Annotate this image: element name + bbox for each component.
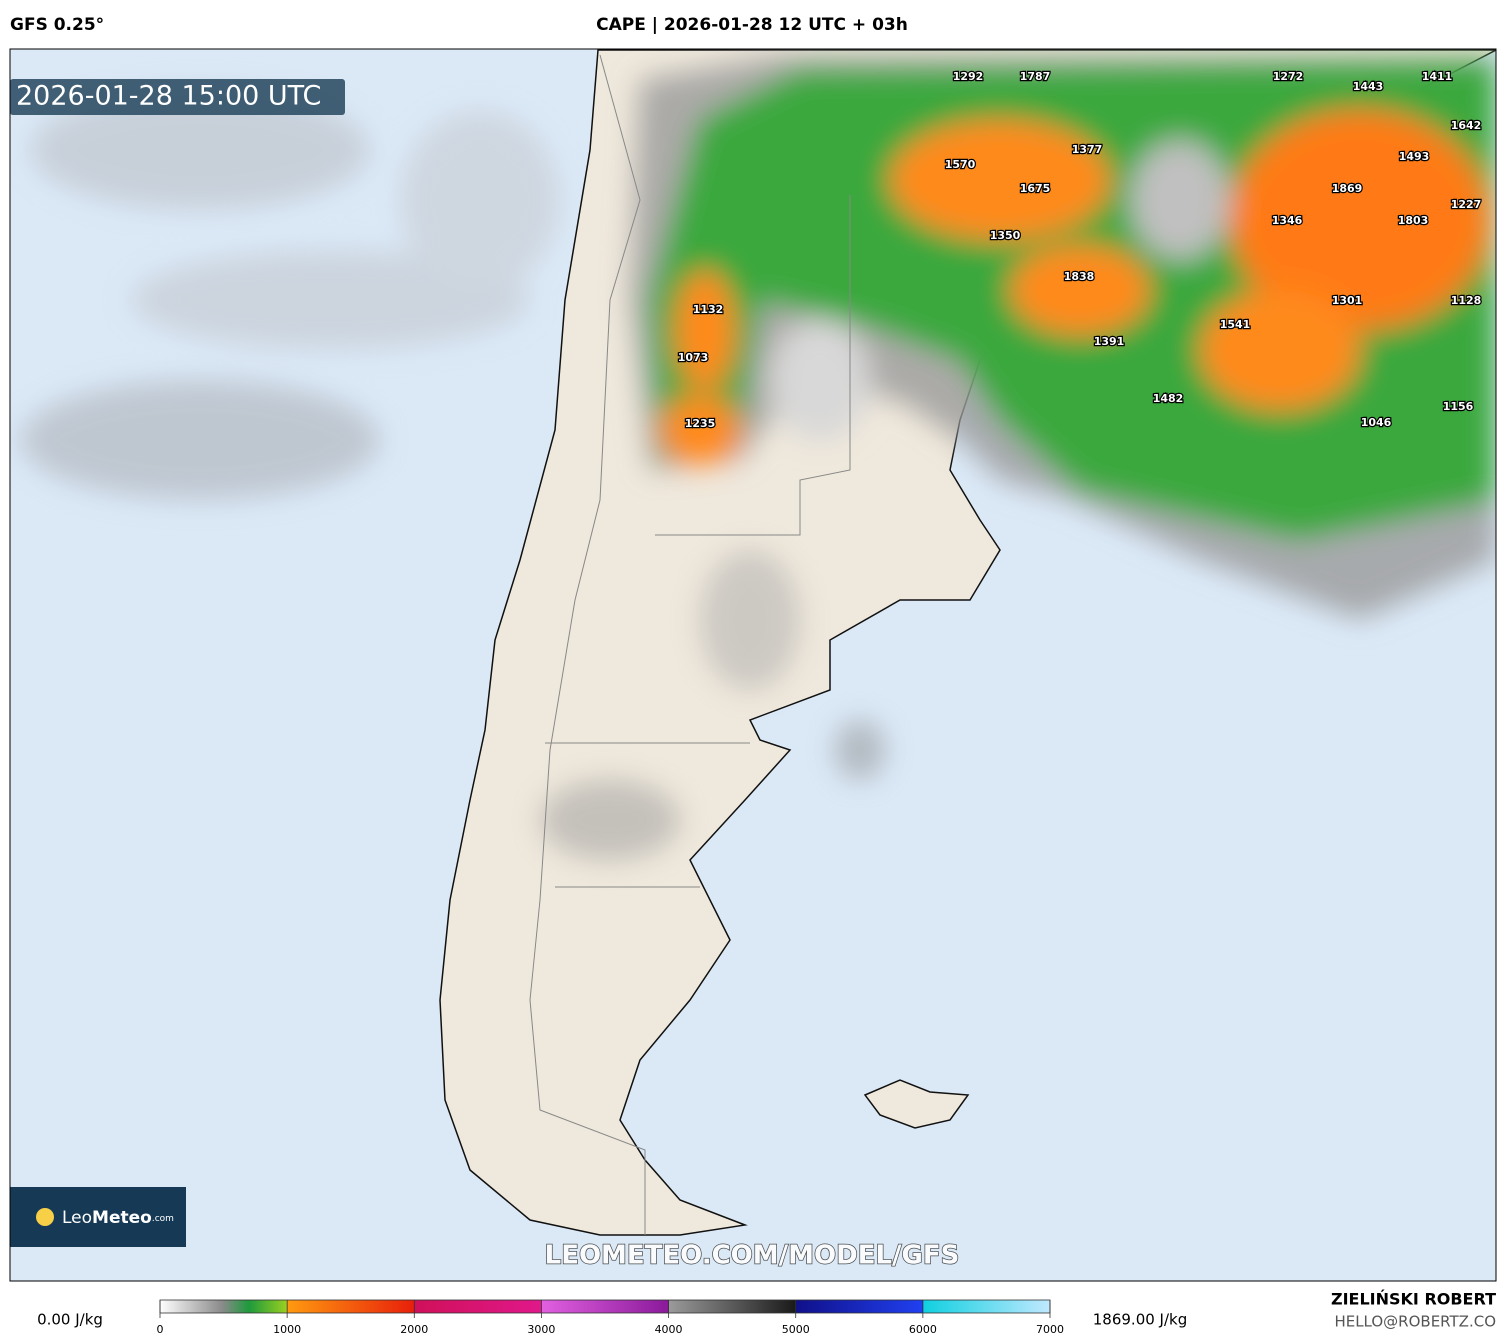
logo-bold: Meteo <box>92 1208 152 1228</box>
colorbar-ticks: 0 1000 2000 3000 4000 5000 6000 7000 <box>157 1300 1064 1336</box>
timestamp-box <box>10 79 345 115</box>
colorbar-max: 1869.00 J/kg <box>1093 1311 1187 1329</box>
colorbar-tick-label: 7000 <box>1036 1323 1064 1336</box>
cape-label: 1482 <box>1153 392 1184 405</box>
map: 2026-01-28 15:00 UTC 1272 1292 1787 1443 141… <box>10 49 1496 1281</box>
cape-label: 1838 <box>1064 270 1095 283</box>
cape-label: 1541 <box>1220 318 1251 331</box>
cape-label: 1292 <box>953 70 984 83</box>
cape-label: 1227 <box>1451 198 1482 211</box>
cape-label: 1156 <box>1443 400 1474 413</box>
cape-label: 1411 <box>1422 70 1453 83</box>
logo-sun <box>36 1208 54 1226</box>
falkland-islands <box>863 1079 970 1129</box>
cape-label: 1350 <box>990 229 1021 242</box>
cape-label: 1346 <box>1272 214 1303 227</box>
cape-label: 1128 <box>1451 294 1482 307</box>
timestamp: 2026-01-28 15:00 UTC <box>16 81 321 112</box>
colorbar-tick-label: 1000 <box>273 1323 301 1336</box>
cape-label: 1377 <box>1072 143 1103 156</box>
cape-label: 1073 <box>678 351 709 364</box>
colorbar-tick-label: 6000 <box>909 1323 937 1336</box>
colorbar-tick-label: 2000 <box>400 1323 428 1336</box>
cape-label: 1570 <box>945 158 976 171</box>
cape-label: 1787 <box>1020 70 1051 83</box>
cape-label: 1869 <box>1332 182 1363 195</box>
cape-label: 1046 <box>1361 416 1392 429</box>
cape-label: 1272 <box>1273 70 1304 83</box>
colorbar-min: 0.00 J/kg <box>37 1311 103 1329</box>
cape-label: 1391 <box>1094 335 1125 348</box>
logo: LeoMeteo.com <box>62 1208 174 1228</box>
map-frame <box>9 48 1497 1282</box>
borders <box>529 54 851 1235</box>
cape-label: 1301 <box>1332 294 1363 307</box>
cape-label: 1493 <box>1399 150 1430 163</box>
model-name: GFS 0.25° <box>10 15 104 35</box>
clouds <box>20 90 560 500</box>
cape-label: 1642 <box>1451 119 1482 132</box>
cape-label: 1675 <box>1020 182 1051 195</box>
patagonia-clouds <box>540 550 885 860</box>
map-title: CAPE | 2026-01-28 12 UTC + 03h <box>596 15 908 35</box>
colorbar-tick-label: 5000 <box>782 1323 810 1336</box>
cape-field <box>630 55 1496 620</box>
email: HELLO@ROBERTZ.CO <box>1334 1313 1496 1331</box>
cape-label: 1132 <box>693 303 724 316</box>
logo-suffix: .com <box>152 1214 174 1224</box>
author: ZIELIŃSKI ROBERT <box>1331 1290 1496 1309</box>
colorbar-tick-label: 3000 <box>527 1323 555 1336</box>
watermark: LEOMETEO.COM/MODEL/GFS <box>545 1241 960 1271</box>
cape-label: 1443 <box>1353 80 1384 93</box>
logo-light: Leo <box>62 1208 92 1228</box>
colorbar-tick-label: 0 <box>157 1323 164 1336</box>
cape-label: 1235 <box>685 417 716 430</box>
colorbar-tick-label: 4000 <box>655 1323 683 1336</box>
cape-labels: 1272 1292 1787 1443 1411 1642 1377 1570 1493 1675… <box>676 69 1482 432</box>
cape-label: 1803 <box>1398 214 1429 227</box>
colorbar <box>159 1299 1051 1314</box>
